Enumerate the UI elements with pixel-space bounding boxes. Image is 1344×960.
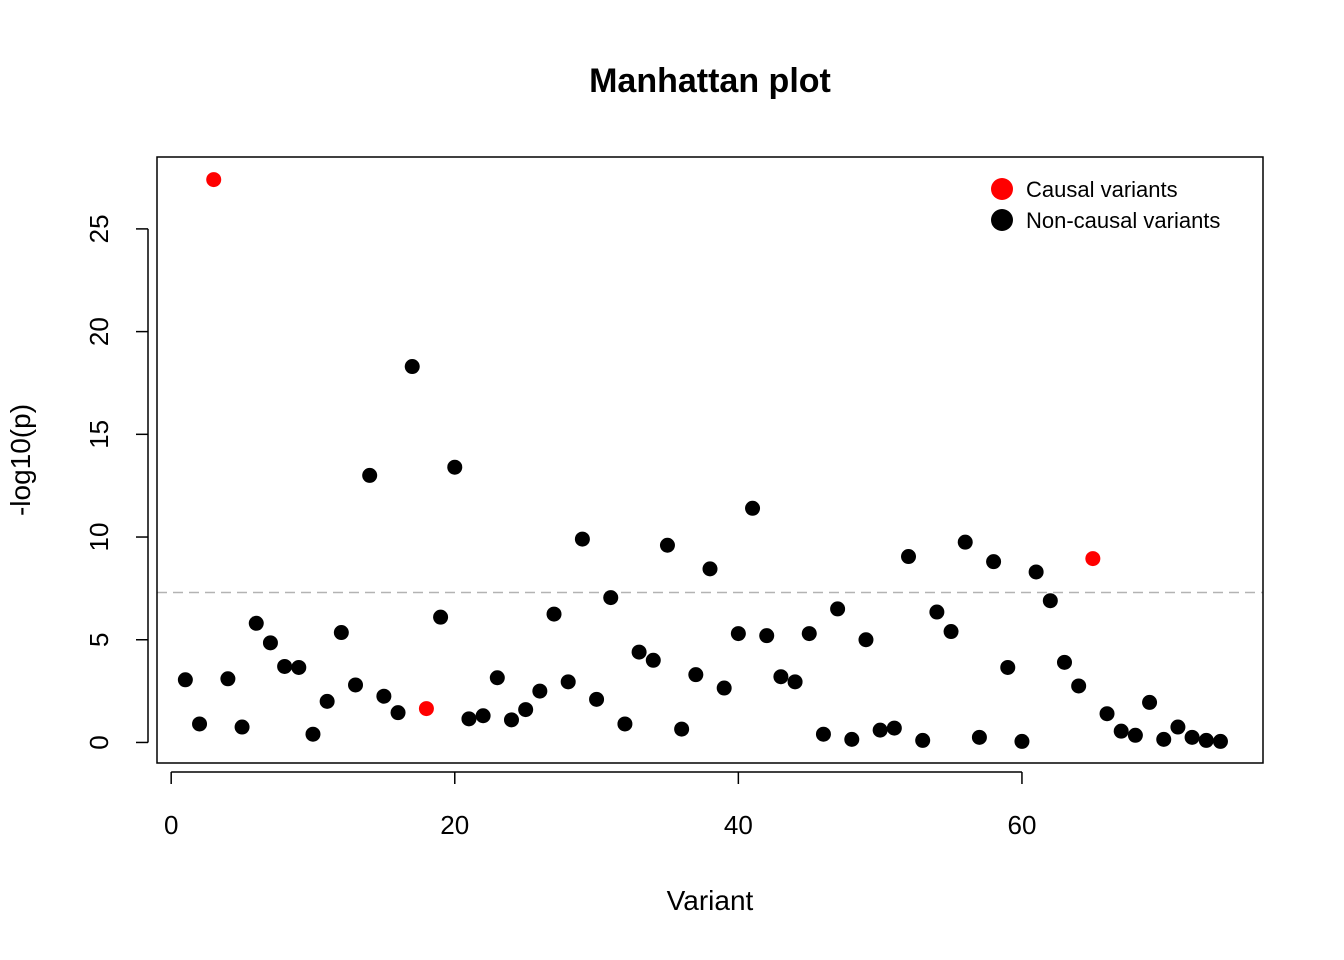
non-causal-variant-point [277, 658, 293, 674]
non-causal-variant-point [702, 561, 718, 577]
non-causal-variant-point [518, 702, 534, 718]
chart-title: Manhattan plot [589, 62, 831, 100]
y-tick-label: 0 [84, 735, 114, 749]
legend: Causal variants Non-causal variants [991, 177, 1220, 233]
non-causal-variant-point [461, 711, 477, 727]
non-causal-variant-point [333, 625, 349, 641]
x-tick-label: 20 [440, 810, 469, 840]
non-causal-variant-point [560, 674, 576, 690]
legend-marker [991, 209, 1013, 231]
non-causal-variant-point [929, 604, 945, 620]
non-causal-variant-point [645, 652, 661, 668]
non-causal-variant-point [291, 659, 307, 675]
non-causal-variant-point [546, 606, 562, 622]
non-causal-variant-point [815, 726, 831, 742]
non-causal-variant-point [858, 632, 874, 648]
non-causal-variant-point [362, 467, 378, 483]
non-causal-variant-point [489, 670, 505, 686]
non-causal-variant-point [872, 722, 888, 738]
non-causal-variant-point [688, 667, 704, 683]
non-causal-variant-point [971, 729, 987, 745]
y-tick-label: 5 [84, 633, 114, 647]
causal-variant-point [1085, 551, 1101, 567]
non-causal-variant-point [1212, 733, 1228, 749]
non-causal-variant-point [574, 531, 590, 547]
legend-marker [991, 178, 1013, 200]
non-causal-variant-point [674, 721, 690, 737]
non-causal-variant-point [986, 554, 1002, 570]
non-causal-variant-point [220, 671, 236, 687]
non-causal-variant-point [745, 500, 761, 516]
non-causal-variant-point [248, 615, 264, 631]
non-causal-variant-point [234, 719, 250, 735]
non-causal-variant-point [830, 601, 846, 617]
non-causal-variant-point [659, 537, 675, 553]
non-causal-variant-point [1198, 732, 1214, 748]
axes: 0 20 40 60 0 5 10 15 20 25 [84, 214, 1036, 840]
non-causal-variant-point [262, 635, 278, 651]
x-tick-label: 60 [1007, 810, 1036, 840]
non-causal-variant-point [503, 712, 519, 728]
y-tick-label: 20 [84, 317, 114, 346]
non-causal-variant-point [631, 644, 647, 660]
causal-variant-point [418, 701, 434, 717]
non-causal-variant-point [1071, 678, 1087, 694]
non-causal-variant-point [759, 628, 775, 644]
non-causal-variant-point [886, 720, 902, 736]
x-axis-label: Variant [667, 885, 754, 916]
non-causal-variant-point [305, 726, 321, 742]
x-tick-label: 40 [724, 810, 753, 840]
y-tick-label: 15 [84, 420, 114, 449]
legend-label: Causal variants [1026, 177, 1178, 202]
non-causal-variant-point [1099, 706, 1115, 722]
non-causal-variant-point [1142, 694, 1158, 710]
non-causal-variant-point [1127, 727, 1143, 743]
non-causal-variant-point [177, 672, 193, 688]
non-causal-variant-point [447, 459, 463, 475]
y-tick-label: 10 [84, 523, 114, 552]
non-causal-variant-point [1170, 719, 1186, 735]
non-causal-variant-point [716, 680, 732, 696]
non-causal-variant-point [390, 705, 406, 721]
non-causal-variant-point [1014, 733, 1030, 749]
non-causal-variant-point [901, 549, 917, 565]
non-causal-variant-point [376, 688, 392, 704]
non-causal-variant-point [773, 669, 789, 685]
y-tick-label: 25 [84, 214, 114, 243]
non-causal-variant-point [787, 674, 803, 690]
non-causal-variant-point [1156, 731, 1172, 747]
data-points [177, 172, 1228, 749]
non-causal-variant-point [433, 609, 449, 625]
non-causal-variant-point [801, 626, 817, 642]
non-causal-variant-point [348, 677, 364, 693]
non-causal-variant-point [404, 359, 420, 375]
non-causal-variant-point [319, 693, 335, 709]
non-causal-variant-point [603, 590, 619, 606]
non-causal-variant-point [617, 716, 633, 732]
non-causal-variant-point [730, 626, 746, 642]
non-causal-variant-point [192, 716, 208, 732]
plot-frame [156, 156, 1264, 764]
non-causal-variant-point [1184, 729, 1200, 745]
x-tick-label: 0 [164, 810, 178, 840]
non-causal-variant-point [915, 732, 931, 748]
y-axis-label: -log10(p) [5, 404, 36, 516]
non-causal-variant-point [532, 683, 548, 699]
causal-variant-point [206, 172, 222, 188]
non-causal-variant-point [957, 534, 973, 550]
non-causal-variant-point [475, 708, 491, 724]
non-causal-variant-point [1042, 593, 1058, 609]
non-causal-variant-point [1000, 659, 1016, 675]
legend-label: Non-causal variants [1026, 208, 1220, 233]
non-causal-variant-point [589, 691, 605, 707]
non-causal-variant-point [844, 731, 860, 747]
non-causal-variant-point [943, 624, 959, 640]
non-causal-variant-point [1028, 564, 1044, 580]
non-causal-variant-point [1056, 654, 1072, 670]
non-causal-variant-point [1113, 723, 1129, 739]
